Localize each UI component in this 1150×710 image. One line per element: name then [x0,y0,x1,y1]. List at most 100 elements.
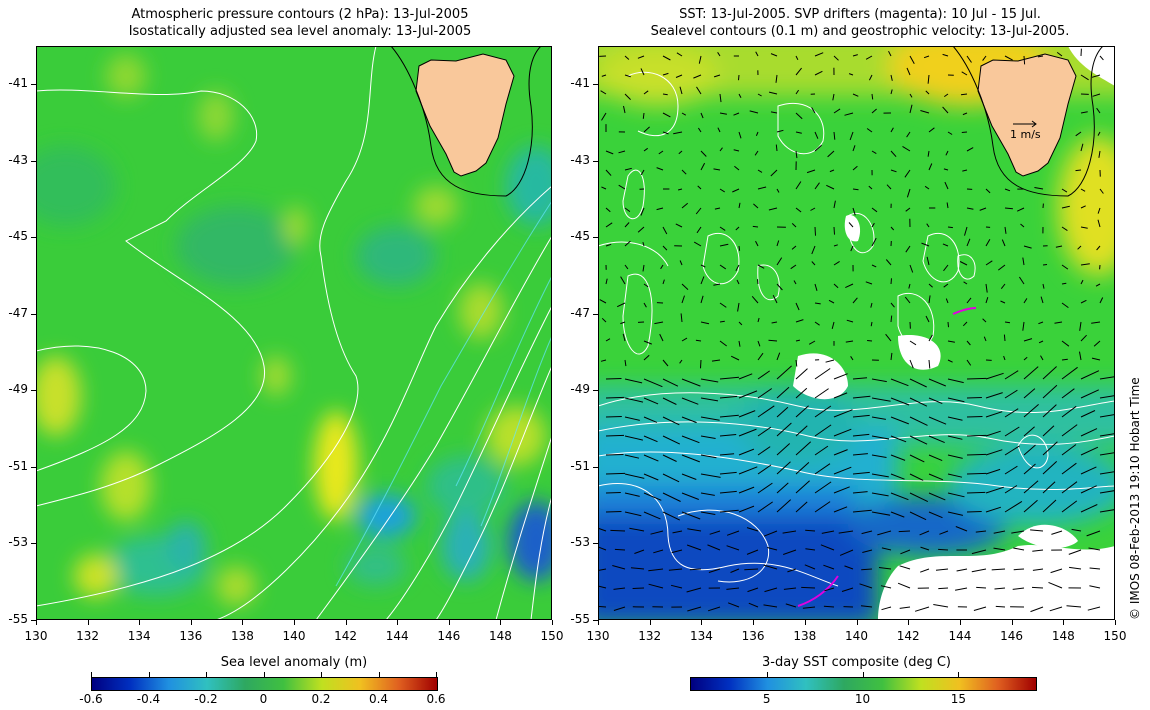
velocity-arrow [845,283,854,289]
velocity-arrow [1098,150,1101,158]
velocity-arrow [947,454,963,459]
velocity-arrow [923,55,930,59]
velocity-arrow [1016,207,1025,212]
velocity-arrow [624,222,630,228]
velocity-arrow [1080,389,1100,399]
velocity-arrow [890,435,907,443]
velocity-arrow [962,321,968,327]
velocity-arrow [755,131,759,136]
velocity-arrow [791,223,797,228]
velocity-arrow [904,169,911,178]
velocity-arrow [662,473,680,483]
velocity-arrow [1096,107,1101,114]
velocity-arrow [601,112,607,121]
velocity-arrow [795,405,809,418]
velocity-arrow [852,433,870,437]
velocity-arrow [966,397,982,399]
velocity-arrow [823,564,835,570]
velocity-arrow [845,340,854,343]
velocity-arrow [618,150,626,154]
velocity-arrow [738,448,755,456]
velocity-arrow [909,340,917,346]
velocity-arrow [700,112,704,119]
velocity-arrow [1099,297,1104,304]
velocity-arrow [757,446,771,456]
velocity-arrow [643,302,647,308]
velocity-arrow [738,428,757,437]
velocity-arrow [795,131,802,134]
velocity-arrow [662,279,665,285]
velocity-arrow [944,93,949,98]
velocity-arrow [971,549,987,555]
velocity-arrow [868,74,873,81]
velocity-arrow [890,226,895,231]
right-y-tick-label: -55 [570,612,590,626]
velocity-arrow [605,243,612,247]
velocity-arrow [833,409,853,418]
velocity-arrow [776,352,781,361]
velocity-arrow [928,359,931,369]
velocity-arrow [1040,355,1044,361]
velocity-arrow [700,416,720,421]
velocity-arrow [755,51,759,57]
velocity-arrow [687,606,702,612]
velocity-arrow [768,339,778,342]
velocity-arrow [795,207,802,213]
right-x-tick-mark [649,620,651,625]
velocity-arrow [994,587,1006,590]
velocity-arrow [751,295,759,304]
velocity-arrow [985,260,993,266]
velocity-arrow [618,184,626,190]
velocity-arrow [1097,131,1101,136]
left-y-tick-label: -45 [8,229,28,244]
velocity-arrow [757,317,760,323]
sea-level-colorbar-tick-mark [91,672,92,677]
velocity-arrow [643,340,652,345]
velocity-arrow [700,264,706,268]
velocity-arrow [825,359,835,363]
tasmania-landmass [977,53,1077,177]
velocity-arrow [1099,395,1115,399]
velocity-arrow [719,302,727,308]
velocity-arrow [767,547,778,551]
velocity-arrow [726,587,740,590]
velocity-arrow [624,240,631,247]
velocity-arrow [675,74,683,78]
velocity-arrow [814,405,832,418]
sst-plot: 1 m/s [598,46,1115,620]
velocity-arrow [598,527,607,532]
velocity-arrow [928,295,931,304]
velocity-arrow [1048,581,1063,589]
velocity-arrow [966,434,987,437]
velocity-arrow [839,549,854,556]
velocity-arrow [713,74,721,78]
velocity-arrow [1023,404,1039,418]
velocity-arrow [1061,444,1077,456]
velocity-arrow [1032,549,1044,552]
velocity-arrow [679,359,683,364]
velocity-arrow [890,352,893,361]
velocity-arrow [1091,321,1101,324]
velocity-arrow [624,359,627,367]
velocity-arrow [601,74,607,77]
velocity-arrow [681,416,697,424]
velocity-arrow [1080,263,1090,266]
velocity-arrow [662,454,677,462]
velocity-arrow [1023,245,1032,249]
right-y-tick-label: -53 [570,535,590,550]
velocity-arrow [928,435,945,444]
velocity-arrow [947,226,953,229]
velocity-arrow [700,473,721,478]
left-y-tick-mark [31,160,36,162]
velocity-arrow [955,526,968,532]
velocity-arrow [662,55,671,61]
sst-colorbar-tick-label: 15 [950,692,966,706]
velocity-arrow [1051,530,1063,535]
velocity-arrow [700,295,704,304]
velocity-arrow [906,188,911,198]
velocity-arrow [753,203,759,209]
sea-level-colorbar-tick-label: 0.2 [311,692,331,706]
velocity-arrow [795,339,801,342]
velocity-arrow [1061,226,1068,232]
velocity-arrow [947,378,964,384]
